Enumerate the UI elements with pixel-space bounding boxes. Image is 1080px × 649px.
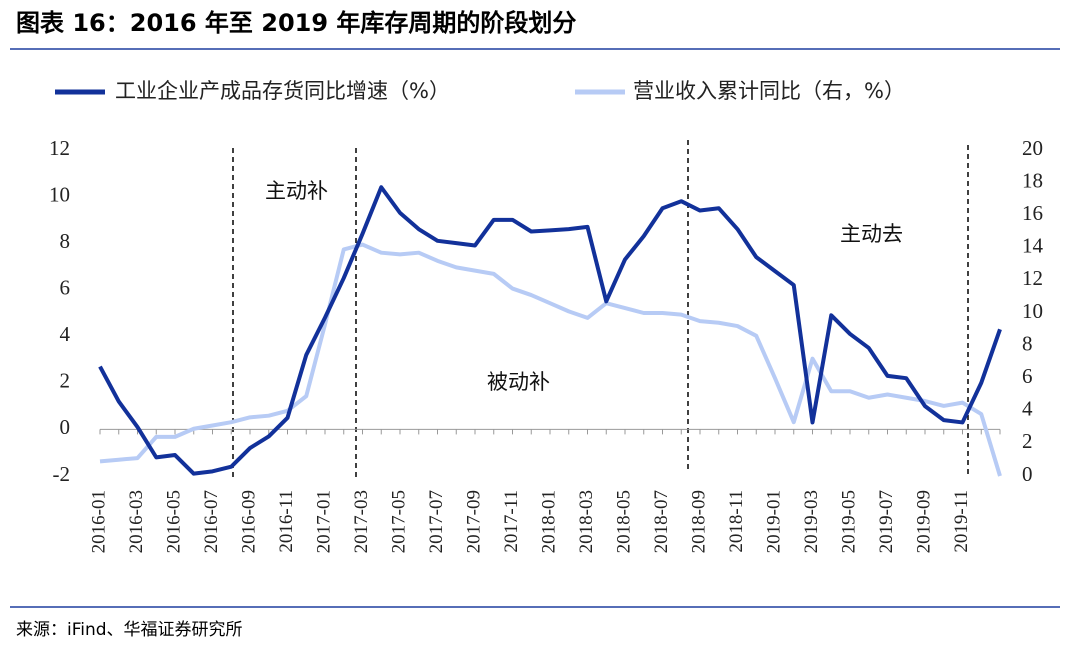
x-tick-label: 2018-05 [613,490,634,553]
x-tick-label: 2018-09 [688,490,709,553]
y-tick-label: 2 [60,369,71,393]
y-tick-label: 0 [60,415,71,439]
legend-label: 工业企业产成品存货同比增速（%） [115,79,450,103]
legend-label: 营业收入累计同比（右，%） [633,79,905,103]
y2-tick-label: 14 [1022,234,1044,258]
x-tick-label: 2016-05 [163,490,184,553]
x-tick-label: 2019-11 [951,490,972,553]
y2-tick-label: 16 [1022,201,1043,225]
x-tick-label: 2016-01 [88,490,109,553]
y-tick-label: -2 [53,462,71,486]
y-tick-label: 8 [60,229,71,253]
y2-tick-label: 18 [1022,168,1043,192]
x-tick-label: 2017-11 [501,490,522,553]
x-tick-label: 2018-11 [726,490,747,553]
x-tick-label: 2016-11 [276,490,297,553]
x-tick-label: 2018-01 [538,490,559,553]
y2-tick-label: 12 [1022,266,1043,290]
x-tick-label: 2016-07 [201,490,222,553]
x-tick-label: 2019-03 [801,490,822,553]
x-tick-label: 2018-07 [651,490,672,553]
y-tick-label: 12 [49,136,70,160]
annotation: 主动补 [265,179,328,203]
x-tick-label: 2019-05 [838,490,859,553]
x-tick-label: 2019-09 [913,490,934,553]
x-tick-label: 2017-05 [388,490,409,553]
source: 来源：iFind、华福证券研究所 [16,620,243,640]
y-tick-label: 4 [60,322,71,346]
y2-tick-label: 0 [1022,462,1033,486]
y2-tick-label: 20 [1022,136,1043,160]
x-tick-label: 2019-01 [763,490,784,553]
x-tick-label: 2016-03 [126,490,147,553]
y-tick-label: 10 [49,182,70,206]
x-tick-label: 2017-09 [463,490,484,553]
annotation: 主动去 [840,222,903,246]
y-tick-label: 6 [60,276,71,300]
y2-tick-label: 2 [1022,429,1033,453]
y2-tick-label: 6 [1022,364,1033,388]
x-tick-label: 2017-07 [426,490,447,553]
y2-tick-label: 4 [1022,397,1033,421]
chart-title: 图表 16：2016 年至 2019 年库存周期的阶段划分 [16,9,576,37]
x-tick-label: 2018-03 [576,490,597,553]
x-tick-label: 2017-03 [351,490,372,553]
y2-tick-label: 8 [1022,331,1033,355]
x-tick-label: 2019-07 [876,490,897,553]
series-line [99,242,1002,477]
phase-lines [232,140,969,478]
annotation: 被动补 [487,370,550,394]
x-tick-label: 2017-01 [313,490,334,553]
y2-tick-label: 10 [1022,299,1043,323]
x-tick-label: 2016-09 [238,490,259,553]
series-line [98,185,1002,476]
